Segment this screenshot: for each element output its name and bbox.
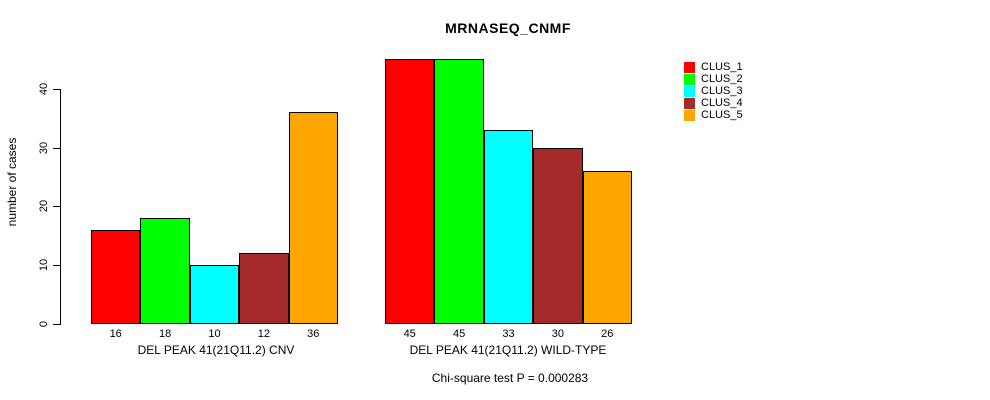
bar-value-label: 26 bbox=[601, 328, 614, 340]
legend-label: CLUS_3 bbox=[701, 85, 743, 97]
legend-item: CLUS_4 bbox=[684, 97, 743, 109]
bar-value-label: 18 bbox=[158, 328, 172, 340]
y-axis-line bbox=[60, 88, 61, 325]
bar-clus_4-group1 bbox=[239, 253, 289, 324]
y-tick bbox=[53, 265, 60, 267]
legend: CLUS_1 CLUS_2 CLUS_3 CLUS_4 CLUS_5 bbox=[684, 61, 743, 121]
y-tick bbox=[53, 88, 60, 90]
y-tick-label: 30 bbox=[38, 141, 50, 154]
bar-clus_4-group2 bbox=[533, 147, 583, 324]
y-tick-label: 20 bbox=[38, 200, 50, 213]
legend-label: CLUS_2 bbox=[701, 73, 743, 85]
x-group-label-wild-type: DEL PEAK 41(21Q11.2) WILD-TYPE bbox=[409, 343, 607, 357]
bar-value-label: 12 bbox=[257, 328, 271, 340]
bar-value-label: 10 bbox=[208, 328, 221, 340]
bar-clus_5-group2 bbox=[582, 171, 632, 324]
bar-clus_3-group1 bbox=[189, 265, 240, 324]
y-tick bbox=[53, 324, 60, 325]
y-tick bbox=[53, 206, 60, 208]
legend-swatch-clus_5 bbox=[684, 109, 695, 121]
legend-swatch-clus_3 bbox=[684, 85, 695, 97]
bar-clus_5-group1 bbox=[288, 112, 338, 324]
bar-value-label: 16 bbox=[109, 328, 122, 340]
bar-value-label: 36 bbox=[307, 328, 320, 340]
y-tick-label: 0 bbox=[38, 320, 50, 328]
bar-value-label: 45 bbox=[452, 328, 466, 340]
chart-title: MRNASEQ_CNMF bbox=[445, 20, 571, 36]
bar-clus_2-group1 bbox=[140, 218, 190, 324]
legend-swatch-clus_2 bbox=[684, 73, 695, 85]
x-group-label-cnv: DEL PEAK 41(21Q11.2) CNV bbox=[137, 343, 295, 357]
legend-item: CLUS_1 bbox=[684, 61, 743, 73]
legend-label: CLUS_5 bbox=[701, 109, 743, 121]
y-tick-label: 10 bbox=[38, 259, 50, 272]
bar-clus_1-group2 bbox=[385, 59, 435, 324]
y-tick bbox=[53, 147, 60, 149]
bar-value-label: 45 bbox=[403, 328, 416, 340]
y-tick-label: 40 bbox=[38, 82, 50, 95]
legend-item: CLUS_2 bbox=[684, 73, 743, 85]
legend-label: CLUS_1 bbox=[701, 61, 743, 73]
bar-clus_3-group2 bbox=[483, 129, 534, 324]
bar-clus_1-group1 bbox=[91, 229, 141, 324]
chi-square-annotation: Chi-square test P = 0.000283 bbox=[431, 371, 589, 385]
bar-clus_2-group2 bbox=[434, 59, 484, 324]
legend-swatch-clus_1 bbox=[684, 61, 695, 73]
legend-item: CLUS_5 bbox=[684, 109, 743, 121]
legend-swatch-clus_4 bbox=[684, 97, 695, 109]
legend-label: CLUS_4 bbox=[701, 97, 743, 109]
y-axis-label: number of cases bbox=[5, 137, 19, 227]
bar-value-label: 33 bbox=[502, 328, 515, 340]
legend-item: CLUS_3 bbox=[684, 85, 743, 97]
bar-value-label: 30 bbox=[551, 328, 565, 340]
